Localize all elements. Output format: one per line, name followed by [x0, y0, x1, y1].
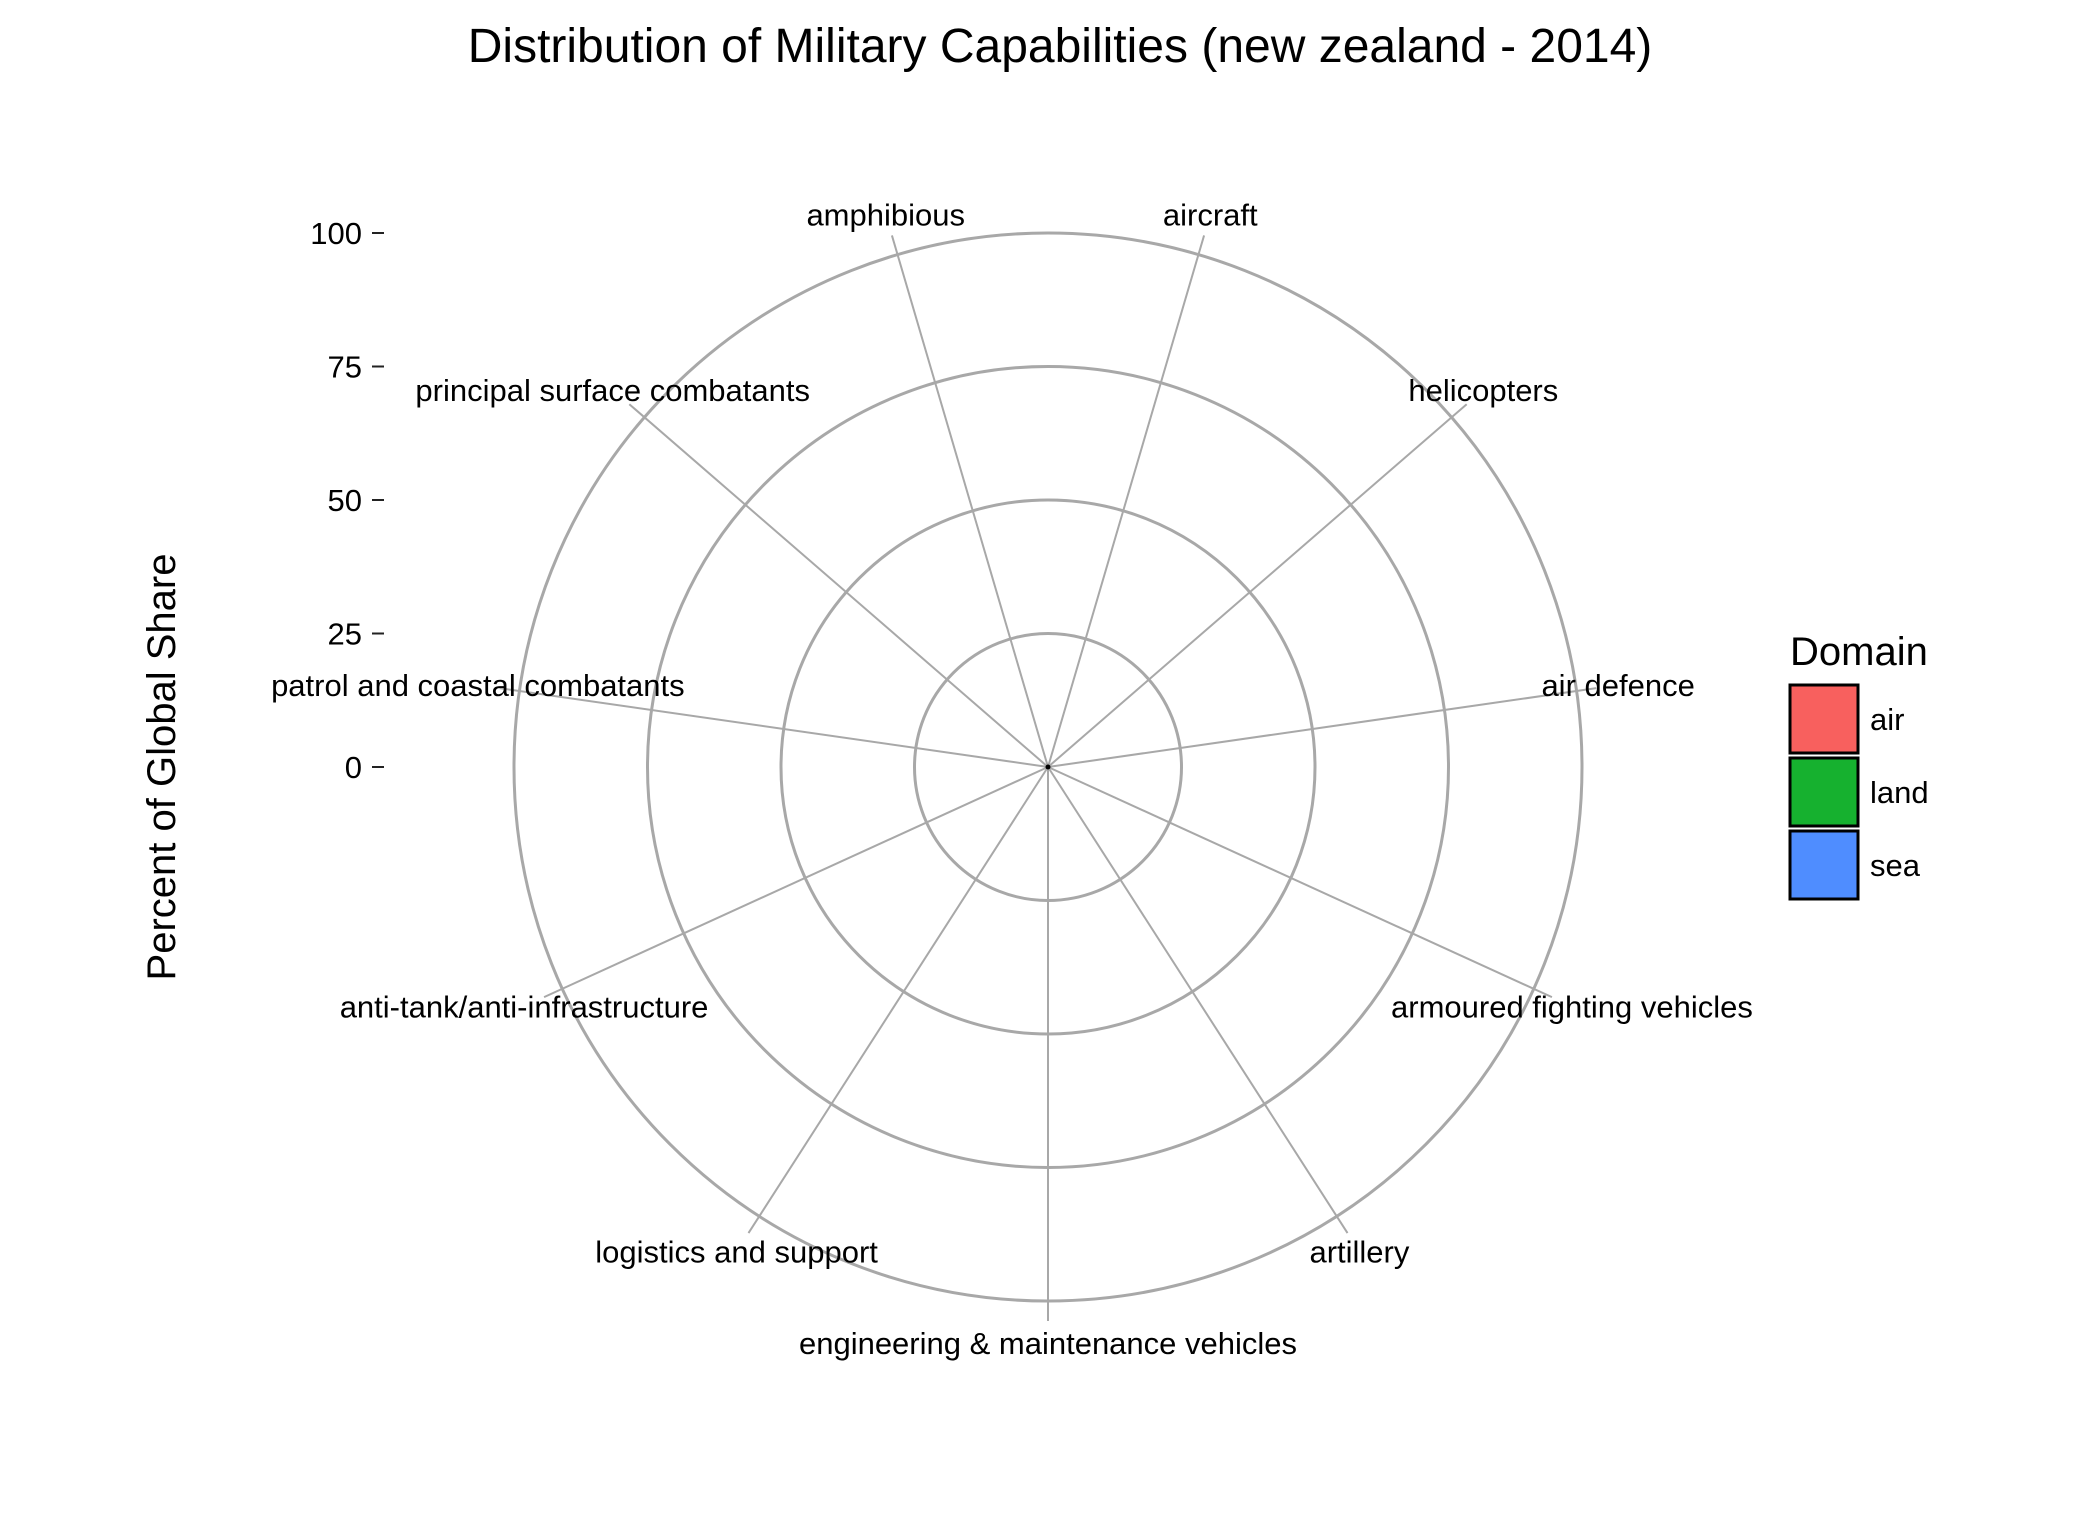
- category-label: amphibious: [806, 197, 965, 232]
- legend-title: Domain: [1790, 630, 1928, 674]
- category-label: anti-tank/anti-infrastructure: [340, 989, 709, 1024]
- legend-label-land: land: [1870, 775, 1929, 810]
- y-tick-label: 50: [328, 483, 362, 518]
- category-label: helicopters: [1408, 373, 1558, 408]
- y-axis-label: Percent of Global Share: [140, 554, 184, 981]
- spoke-line: [543, 766, 1049, 999]
- chart-title: Distribution of Military Capabilities (n…: [468, 20, 1653, 73]
- y-tick-label: 25: [328, 617, 362, 652]
- category-label: air defence: [1541, 668, 1694, 703]
- polar-grid: [499, 231, 1597, 1321]
- legend-label-sea: sea: [1870, 848, 1921, 883]
- spoke-line: [1047, 687, 1597, 768]
- y-axis: 0 25 50 75 100: [310, 216, 384, 785]
- legend-swatch-sea: [1788, 829, 1860, 901]
- center-point: [1045, 764, 1051, 770]
- legend-swatch-air: [1788, 683, 1860, 755]
- category-label: engineering & maintenance vehicles: [799, 1326, 1297, 1361]
- y-tick-label: 100: [310, 216, 362, 251]
- spoke-line: [1047, 766, 1349, 1234]
- category-label: principal surface combatants: [415, 373, 810, 408]
- category-label: aircraft: [1163, 197, 1258, 232]
- spoke-line: [747, 766, 1049, 1234]
- legend: Domain air land sea: [1788, 630, 1929, 901]
- spoke-line: [1047, 403, 1468, 768]
- category-label: armoured fighting vehicles: [1391, 989, 1753, 1024]
- spoke-line: [499, 687, 1049, 768]
- category-label: artillery: [1309, 1235, 1409, 1270]
- category-label: logistics and support: [595, 1235, 878, 1270]
- y-tick-label: 0: [345, 750, 362, 785]
- legend-swatch-land: [1788, 756, 1860, 828]
- category-label: patrol and coastal combatants: [271, 668, 685, 703]
- y-tick-label: 75: [328, 350, 362, 385]
- category-labels: aircraft helicopters air defence armoured f…: [271, 197, 1753, 1361]
- legend-label-air: air: [1870, 702, 1904, 737]
- spoke-line: [628, 403, 1049, 768]
- spoke-line: [1047, 235, 1206, 768]
- spoke-line: [1047, 766, 1553, 999]
- spoke-line: [890, 235, 1049, 768]
